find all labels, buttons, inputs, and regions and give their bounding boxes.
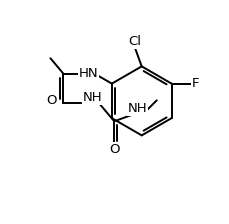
Text: Cl: Cl [128,35,141,48]
Text: HN: HN [79,67,98,80]
Text: NH: NH [127,102,147,115]
Text: NH: NH [82,91,102,104]
Text: O: O [109,143,119,156]
Text: O: O [46,94,56,107]
Text: F: F [191,77,199,90]
